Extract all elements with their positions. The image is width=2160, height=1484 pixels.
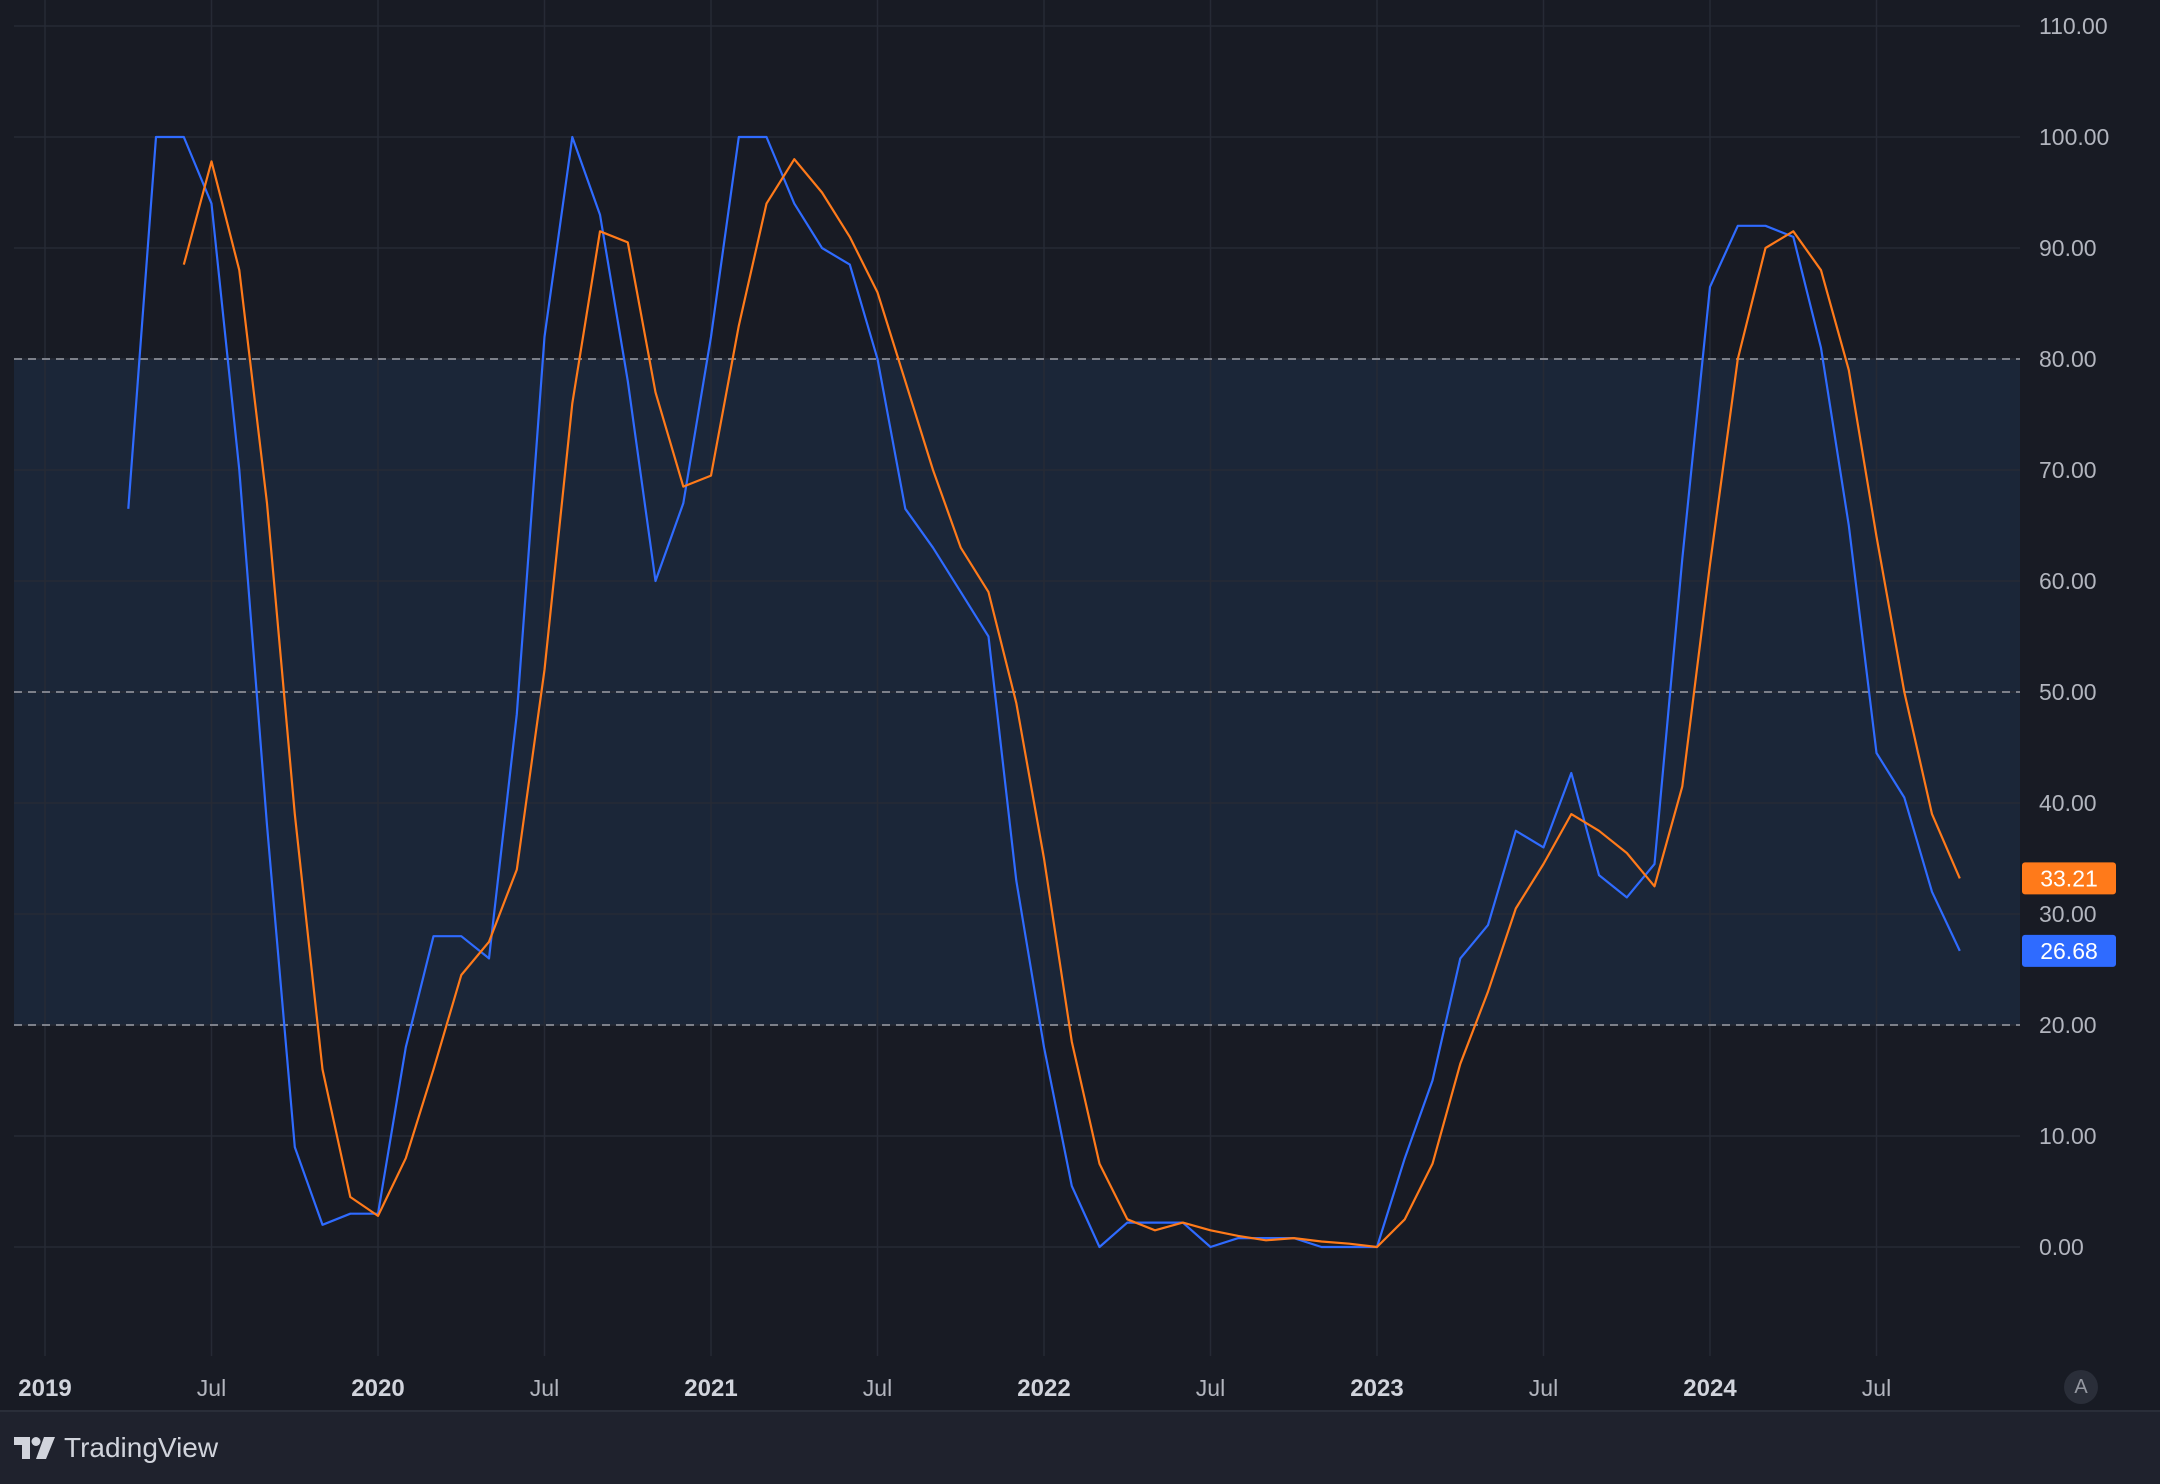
blue-series-line: [127, 135, 1961, 1249]
y-tick-label: 40.00: [2039, 790, 2097, 816]
blue-last-value-badge: [2022, 934, 2116, 967]
orange-series-line: [182, 158, 1961, 1249]
x-tick-label-month: Jul: [863, 1375, 892, 1401]
x-tick-label-month: Jul: [1196, 1375, 1225, 1401]
tradingview-brand[interactable]: TradingView: [14, 1432, 218, 1464]
y-tick-label: 0.00: [2039, 1234, 2084, 1260]
x-tick-label-year: 2023: [1350, 1375, 1403, 1402]
x-tick-label-year: 2021: [684, 1375, 737, 1402]
orange-last-value-badge: [2022, 862, 2116, 895]
x-tick-label-year: 2019: [18, 1375, 71, 1402]
chart-panel: 110.00 100.00 90.00 80.00 70.00 60.00 50.00 40.…: [0, 0, 2160, 1412]
y-tick-label: 10.00: [2039, 1123, 2097, 1149]
tradingview-logo-icon: [14, 1437, 55, 1459]
x-tick-label-month: Jul: [530, 1375, 559, 1401]
y-tick-label: 100.00: [2039, 124, 2109, 150]
chart-svg: 110.00 100.00 90.00 80.00 70.00 60.00 50.00 40.…: [14, 0, 2116, 1402]
brand-name: TradingView: [64, 1432, 219, 1463]
y-tick-label: 50.00: [2039, 679, 2097, 705]
y-tick-label: 60.00: [2039, 568, 2097, 594]
x-tick-label-year: 2024: [1683, 1375, 1737, 1402]
y-tick-label: 80.00: [2039, 346, 2097, 372]
y-tick-label: 90.00: [2039, 235, 2097, 261]
orange-last-value-badge-text: 33.21: [2040, 865, 2098, 891]
y-tick-label: 110.00: [2039, 13, 2108, 39]
y-tick-label: 30.00: [2039, 901, 2097, 927]
x-tick-label-year: 2020: [351, 1375, 404, 1402]
x-tick-label-month: Jul: [1862, 1375, 1891, 1401]
blue-last-value-badge-text: 26.68: [2040, 938, 2098, 964]
y-tick-label: 20.00: [2039, 1012, 2097, 1038]
x-tick-label-year: 2022: [1017, 1375, 1070, 1402]
y-tick-label: 70.00: [2039, 457, 2097, 483]
x-tick-label-month: Jul: [1529, 1375, 1558, 1401]
auto-scale-button[interactable]: A: [2064, 1370, 2098, 1404]
x-tick-label-month: Jul: [197, 1375, 226, 1401]
